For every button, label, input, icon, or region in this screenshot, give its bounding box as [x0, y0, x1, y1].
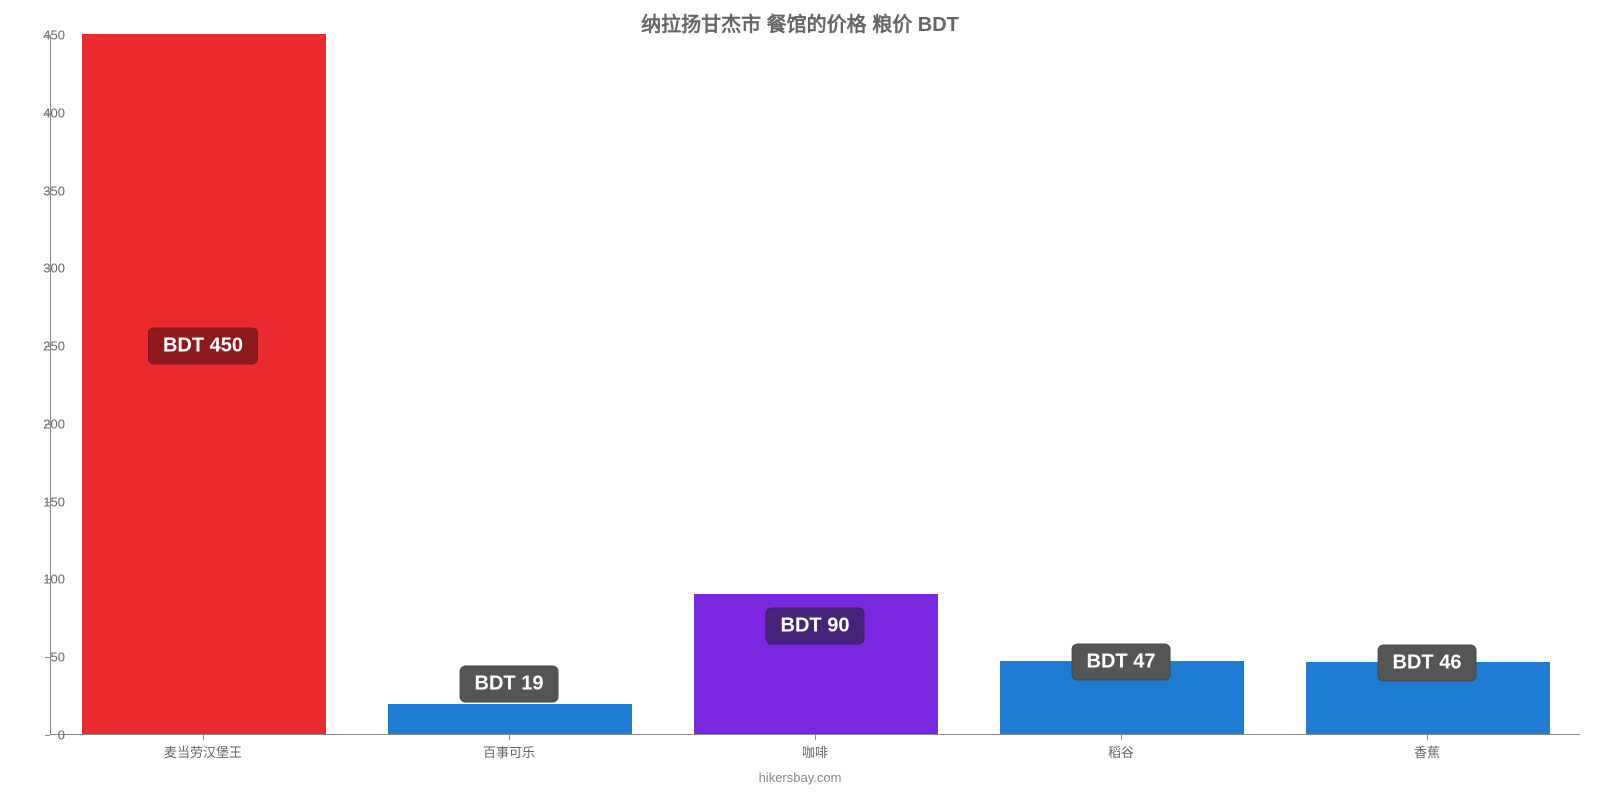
x-tick-mark: [1121, 735, 1122, 740]
chart-container: 纳拉扬甘杰市 餐馆的价格 粮价 BDT hikersbay.com 0 50 100…: [0, 0, 1600, 800]
x-tick-mark: [1427, 735, 1428, 740]
y-tick-label: 400: [15, 105, 65, 120]
x-category-label: 百事可乐: [483, 742, 535, 761]
x-category-label: 麦当劳汉堡王: [164, 742, 242, 761]
value-badge: BDT 90: [766, 608, 865, 645]
x-category-label: 咖啡: [802, 742, 828, 761]
y-tick-label: 50: [15, 650, 65, 665]
y-tick-label: 450: [15, 28, 65, 43]
value-badge: BDT 450: [148, 328, 258, 365]
x-tick-mark: [203, 735, 204, 740]
y-tick-mark: [45, 657, 50, 658]
y-tick-label: 350: [15, 183, 65, 198]
value-badge: BDT 46: [1378, 645, 1477, 682]
chart-title: 纳拉扬甘杰市 餐馆的价格 粮价 BDT: [0, 8, 1600, 37]
footer-credit: hikersbay.com: [0, 770, 1600, 785]
y-tick-mark: [45, 424, 50, 425]
x-tick-mark: [509, 735, 510, 740]
y-tick-label: 0: [15, 728, 65, 743]
x-category-label: 香蕉: [1414, 742, 1440, 761]
y-tick-mark: [45, 735, 50, 736]
y-tick-mark: [45, 346, 50, 347]
bar: [388, 704, 633, 734]
y-tick-mark: [45, 268, 50, 269]
value-badge: BDT 19: [460, 665, 559, 702]
y-tick-mark: [45, 579, 50, 580]
y-tick-mark: [45, 35, 50, 36]
y-tick-mark: [45, 113, 50, 114]
bar: [82, 34, 327, 734]
y-tick-label: 200: [15, 416, 65, 431]
y-tick-label: 100: [15, 572, 65, 587]
x-category-label: 稻谷: [1108, 742, 1134, 761]
value-badge: BDT 47: [1072, 643, 1171, 680]
y-tick-mark: [45, 191, 50, 192]
x-tick-mark: [815, 735, 816, 740]
y-tick-label: 250: [15, 339, 65, 354]
y-tick-mark: [45, 502, 50, 503]
y-tick-label: 300: [15, 261, 65, 276]
y-tick-label: 150: [15, 494, 65, 509]
